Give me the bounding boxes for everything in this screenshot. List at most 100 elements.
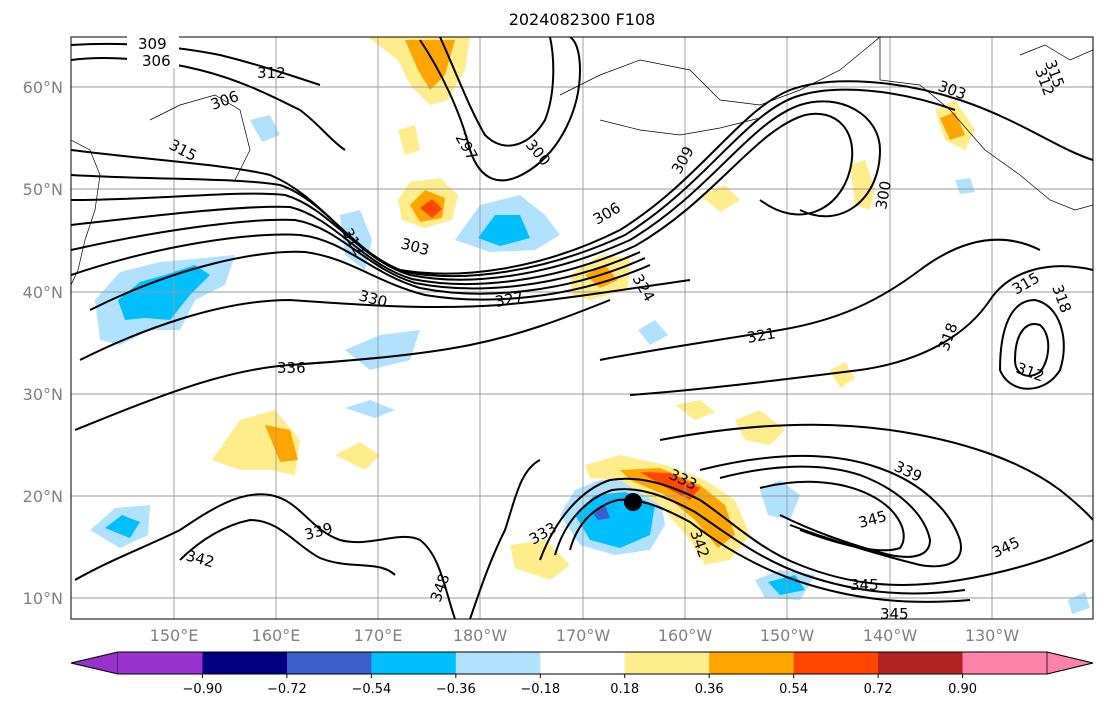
contour-label: 300 xyxy=(872,179,895,210)
colorbar-segment xyxy=(202,652,288,674)
contour-line xyxy=(71,233,646,295)
positive-anomaly-shade xyxy=(585,265,618,288)
lon-label: 180°W xyxy=(453,626,508,645)
contour-line xyxy=(71,218,641,290)
positive-anomaly-shade xyxy=(620,468,735,548)
negative-anomaly-shade xyxy=(105,515,140,538)
contour-line xyxy=(439,37,555,147)
contour-line xyxy=(759,480,905,552)
positive-anomaly-shade xyxy=(265,425,298,462)
colorbar-segment xyxy=(709,652,795,674)
colorbar: −0.90 −0.72 −0.54 −0.36 −0.18 0.18 0.36 0.54 0.7… xyxy=(70,651,1094,697)
contour-line xyxy=(998,298,1065,390)
lon-label: 160°W xyxy=(658,626,713,645)
negative-anomaly-shade xyxy=(478,215,530,246)
contour-line xyxy=(71,80,1093,275)
map-title: 2024082300 F108 xyxy=(509,10,656,29)
colorbar-segment xyxy=(624,652,710,674)
alaska-coastline xyxy=(559,37,881,106)
lon-label: 130°W xyxy=(965,626,1020,645)
positive-anomaly-shade xyxy=(335,442,380,470)
negative-anomaly-shade xyxy=(340,210,372,270)
contour-line xyxy=(71,88,956,278)
latitude-axis: 60°N 50°N 40°N 30°N 20°N 10°N xyxy=(23,78,63,608)
lon-label: 150°W xyxy=(760,626,815,645)
positive-anomaly-shade xyxy=(420,199,442,218)
lon-label: 140°W xyxy=(863,626,918,645)
contour-label: 345 xyxy=(880,605,909,623)
canada-coastline xyxy=(879,37,1093,211)
contour-line xyxy=(629,265,1093,396)
contour-line xyxy=(469,459,541,619)
map-frame xyxy=(70,36,1094,620)
contour-line xyxy=(599,238,1041,361)
colorbar-tick-label: 0.72 xyxy=(864,682,893,697)
negative-anomaly-shade xyxy=(592,505,610,520)
contour-lines xyxy=(71,37,1093,619)
colorbar-outline xyxy=(70,651,1094,675)
lat-label: 50°N xyxy=(23,180,63,199)
negative-anomaly-shade xyxy=(118,265,210,320)
negative-anomaly-shade xyxy=(638,320,668,345)
negative-anomaly-shade xyxy=(955,178,975,194)
colorbar-segment xyxy=(793,652,879,674)
colorbar-under-arrow xyxy=(70,651,119,675)
contour-line xyxy=(554,488,966,595)
colorbar-segment xyxy=(371,652,457,674)
contour-line xyxy=(71,57,346,151)
contour-label: 306 xyxy=(142,52,171,70)
colorbar-tick-label: 0.90 xyxy=(948,682,977,697)
lat-label: 10°N xyxy=(23,589,63,608)
contour-label: 327 xyxy=(494,288,525,311)
contour-line xyxy=(89,250,651,311)
colorbar-tick-label: −0.90 xyxy=(183,682,223,697)
colorbar-tick-label: 0.36 xyxy=(695,682,724,697)
lon-label: 160°E xyxy=(252,626,301,645)
kamchatka-coastline xyxy=(149,94,251,181)
lat-label: 40°N xyxy=(23,283,63,302)
contour-label: 336 xyxy=(277,359,306,377)
coastlines xyxy=(71,37,1093,286)
colorbar-segment xyxy=(540,652,626,674)
contour-line xyxy=(419,37,582,182)
positive-anomaly-shade xyxy=(212,410,300,475)
positive-anomaly-shade xyxy=(940,112,965,140)
colorbar-tick-label: 0.54 xyxy=(779,682,808,697)
contour-label: 321 xyxy=(746,324,777,347)
colorbar-tick-label: −0.36 xyxy=(436,682,476,697)
aleutian-coastline xyxy=(599,117,761,136)
contour-line xyxy=(699,454,962,568)
colorbar-tick-label: 0.18 xyxy=(610,682,639,697)
colorbar-segment xyxy=(962,652,1048,674)
contour-line xyxy=(1013,323,1050,377)
colorbar-over-arrow xyxy=(1046,651,1094,675)
contour-line xyxy=(71,112,854,285)
colorbar-tick-label: −0.72 xyxy=(267,682,307,697)
colorbar-segment xyxy=(118,652,203,674)
colorbar-segment xyxy=(286,652,372,674)
colorbar-tick-label: −0.54 xyxy=(351,682,391,697)
lat-label: 20°N xyxy=(23,487,63,506)
lon-label: 150°E xyxy=(150,626,199,645)
contour-label: 312 xyxy=(257,64,286,82)
negative-anomaly-shade xyxy=(345,400,395,418)
colorbar-segment xyxy=(455,652,541,674)
colorbar-tick-label: −0.18 xyxy=(520,682,560,697)
contour-line xyxy=(719,465,932,558)
negative-anomaly-shade xyxy=(760,480,800,520)
lat-label: 60°N xyxy=(23,78,63,97)
lon-label: 170°W xyxy=(556,626,611,645)
contour-line xyxy=(74,493,456,619)
positive-anomaly-shade xyxy=(830,362,855,388)
negative-anomaly-shade xyxy=(250,115,280,142)
lon-label: 170°E xyxy=(354,626,403,645)
contour-label: 345 xyxy=(850,576,879,594)
lat-label: 30°N xyxy=(23,385,63,404)
north-coastline xyxy=(1019,44,1093,61)
positive-anomaly-shade xyxy=(398,125,420,155)
contour-line xyxy=(71,42,321,86)
contour-line xyxy=(659,423,1093,521)
asia-coastline xyxy=(71,139,101,286)
negative-anomaly-shade xyxy=(1068,592,1090,614)
